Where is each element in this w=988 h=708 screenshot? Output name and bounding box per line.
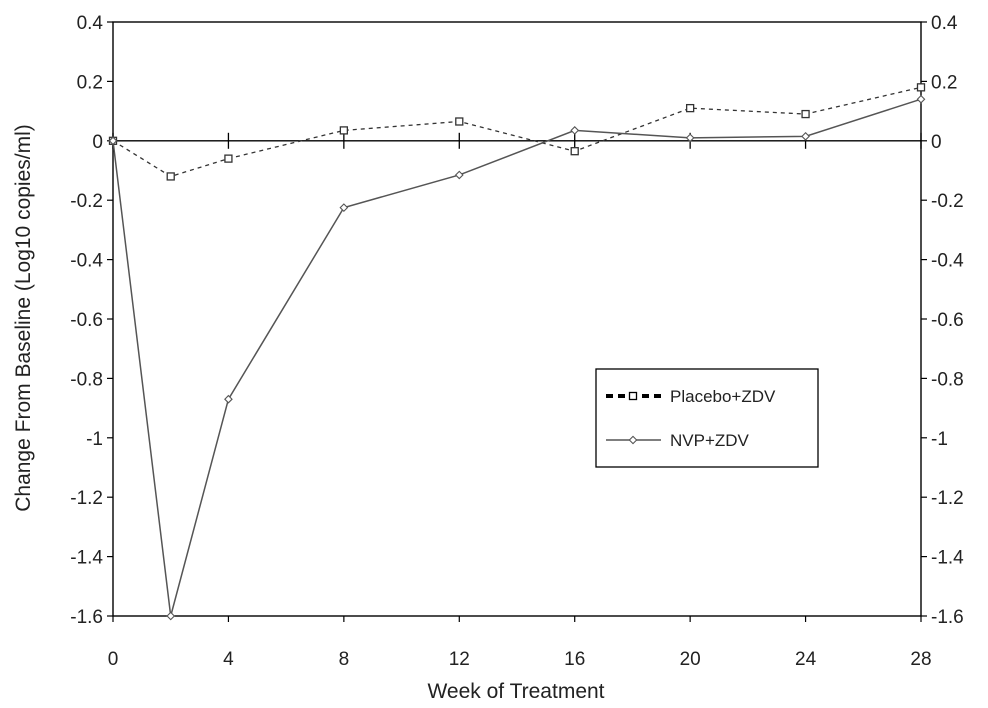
data-point-0-6 bbox=[685, 103, 695, 113]
data-point-1-7 bbox=[801, 131, 810, 141]
y-tick-label-right: -1.6 bbox=[931, 607, 964, 628]
y-tick-label-right: -0.2 bbox=[931, 191, 964, 212]
data-point-1-8 bbox=[916, 94, 926, 104]
x-tick-label: 24 bbox=[795, 649, 817, 670]
legend-items bbox=[606, 391, 661, 445]
x-tick-label: 8 bbox=[339, 649, 350, 670]
data-point-0-7 bbox=[801, 109, 810, 119]
legend-label-0: Placebo+ZDV bbox=[670, 387, 776, 406]
series-markers bbox=[108, 83, 926, 621]
data-point-0-3 bbox=[339, 126, 349, 135]
legend-marker-0 bbox=[628, 391, 638, 401]
legend: Placebo+ZDV NVP+ZDV bbox=[595, 368, 819, 468]
data-point-1-3 bbox=[339, 203, 349, 213]
data-point-1-6 bbox=[685, 133, 695, 143]
x-tick-label: 28 bbox=[910, 649, 931, 670]
tick-labels: 0.4 0.4 0.2 0.2 0 0 -0.2 -0.2 -0.4 -0.4 -0.6 -0.6 -0… bbox=[70, 13, 964, 670]
axes bbox=[112, 21, 922, 617]
y-tick-label-right: 0.4 bbox=[931, 13, 958, 34]
x-tick-label: 12 bbox=[449, 649, 470, 670]
x-tick-label: 16 bbox=[564, 649, 585, 670]
y-tick-label-left: -0.6 bbox=[70, 310, 103, 331]
series-line-1 bbox=[112, 98, 922, 617]
y-tick-label-right: -0.4 bbox=[931, 251, 964, 272]
tick-marks bbox=[107, 21, 927, 622]
plot-frame bbox=[112, 21, 922, 617]
y-tick-label-left: 0.4 bbox=[77, 13, 104, 34]
y-tick-label-left: -1.4 bbox=[70, 548, 103, 569]
y-tick-label-right: -1.2 bbox=[931, 488, 964, 509]
data-point-1-5 bbox=[570, 126, 580, 135]
y-tick-label-right: 0.2 bbox=[931, 72, 957, 93]
data-point-1-0 bbox=[108, 136, 118, 146]
y-tick-label-right: -1 bbox=[931, 429, 948, 450]
series-lines bbox=[112, 86, 922, 617]
data-point-0-8 bbox=[916, 83, 926, 92]
data-point-0-1 bbox=[166, 172, 175, 181]
y-tick-label-left: -0.4 bbox=[70, 251, 103, 272]
data-point-0-2 bbox=[224, 154, 233, 163]
series-line-0 bbox=[112, 86, 922, 178]
y-tick-label-left: 0 bbox=[92, 132, 103, 153]
y-tick-label-left: -1.2 bbox=[70, 488, 103, 509]
y-tick-label-right: -1.4 bbox=[931, 548, 964, 569]
data-point-0-4 bbox=[455, 117, 464, 126]
x-axis-title: Week of Treatment bbox=[427, 680, 604, 703]
legend-label-1: NVP+ZDV bbox=[670, 431, 750, 450]
y-axis-title: Change From Baseline (Log10 copies/ml) bbox=[12, 124, 35, 512]
y-tick-label-left: -1 bbox=[86, 429, 103, 450]
y-tick-label-left: -1.6 bbox=[70, 607, 103, 628]
data-point-1-2 bbox=[224, 394, 233, 404]
y-tick-label-right: -0.8 bbox=[931, 369, 964, 390]
x-tick-label: 4 bbox=[223, 649, 234, 670]
y-tick-label-left: 0.2 bbox=[77, 72, 103, 93]
y-tick-label-left: -0.8 bbox=[70, 369, 103, 390]
data-point-0-5 bbox=[570, 147, 579, 156]
legend-marker-1 bbox=[628, 435, 638, 445]
y-tick-label-right: 0 bbox=[931, 132, 942, 153]
legend-box bbox=[595, 368, 819, 468]
data-point-1-1 bbox=[166, 611, 176, 621]
data-point-1-4 bbox=[454, 170, 464, 180]
x-tick-label: 0 bbox=[108, 649, 119, 670]
y-tick-label-left: -0.2 bbox=[70, 191, 103, 212]
y-tick-label-right: -0.6 bbox=[931, 310, 964, 331]
x-tick-label: 20 bbox=[680, 649, 701, 670]
